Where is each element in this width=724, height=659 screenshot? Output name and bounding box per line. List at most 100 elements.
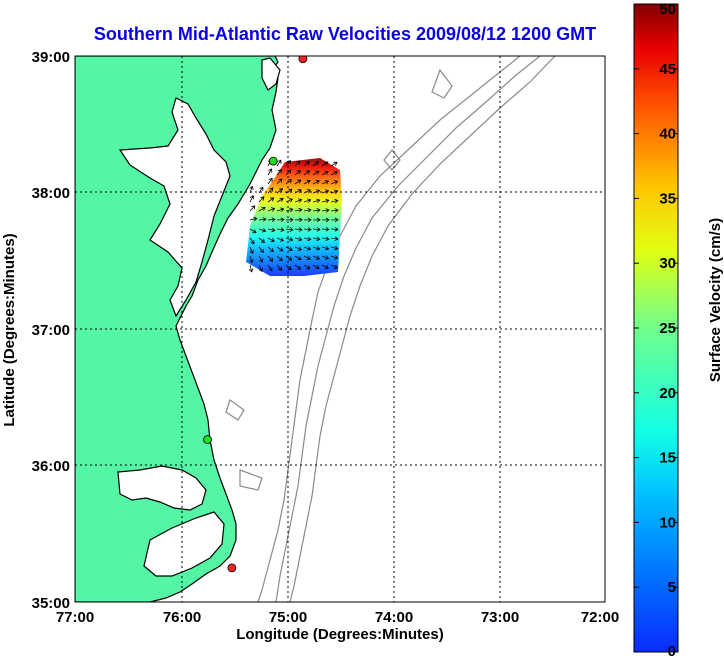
albemarle-sound [117,465,207,511]
velocity-arrow [321,171,329,176]
velocity-arrow-head [271,227,276,233]
velocity-arrow [294,209,302,212]
velocity-arrow-head [277,159,282,164]
velocity-arrow-head [334,198,339,204]
colorbar-tick-label: 40 [659,126,676,143]
x-tick-label: 74:00 [375,609,413,626]
velocity-arrow-head [315,189,321,194]
velocity-arrow-head [324,255,330,260]
delaware-bay [261,57,281,91]
velocity-arrow-head [333,180,339,185]
velocity-arrow-head [288,198,294,203]
colorbar-tick-label: 5 [668,579,676,596]
velocity-arrow [330,200,338,203]
velocity-arrow [330,190,338,194]
velocity-arrow [312,246,320,250]
velocity-arrow [276,178,283,185]
velocity-arrow [258,228,266,232]
velocity-arrow-head [306,170,311,175]
colorbar-tick-label: 30 [659,255,676,272]
velocity-arrow-head [287,179,292,184]
velocity-arrow [303,170,310,176]
velocity-arrow-head [259,248,264,254]
colorbar-ticks: 0 5 10 15 20 25 30 35 40 45 50 [634,1,678,659]
velocity-arrow-head [325,208,330,213]
velocity-arrow-head [260,238,266,243]
velocity-arrow-head [334,236,339,242]
velocity-arrow-head [306,255,311,261]
velocity-arrow [294,255,302,260]
velocity-arrow-head [316,227,321,232]
velocity-arrow [258,186,264,194]
velocity-arrow-head [298,207,303,213]
velocity-arrow [303,264,311,270]
velocity-arrow [294,264,301,270]
velocity-arrow-head [296,160,301,165]
velocity-arrow-head [278,257,283,262]
velocity-arrow [285,255,292,261]
velocity-arrow-head [296,169,301,175]
bathymetry-contours [225,56,556,602]
velocity-arrow-head [289,207,294,213]
radar-site-marker [203,435,212,444]
velocity-arrow-head [248,268,254,273]
velocity-arrow-head [261,206,266,211]
velocity-arrow [267,246,274,252]
y-tick-label: 39:00 [32,49,70,66]
velocity-arrow [267,264,273,272]
velocity-arrow [249,237,255,244]
velocity-arrow-head [306,246,312,251]
velocity-arrow [312,180,320,185]
velocity-arrow-head [249,259,254,264]
velocity-arrow [267,178,273,185]
velocity-arrow [285,246,293,251]
velocity-arrow-head [249,195,255,200]
velocity-arrow-head [279,247,284,252]
velocity-arrow [285,160,291,167]
velocity-arrows [248,159,339,273]
velocity-arrow [267,228,275,231]
velocity-arrow-head [280,217,285,223]
velocity-arrow-head [324,180,329,185]
velocity-arrow-head [268,168,273,173]
colorbar-tick-label: 10 [659,514,676,531]
velocity-arrow [330,246,338,250]
colorbar-tick-label: 15 [659,450,676,467]
velocity-arrow [276,159,282,167]
velocity-arrow-head [270,197,275,202]
velocity-arrow [285,228,293,231]
colorbar-label: Surface Velocity (cm/s) [707,218,724,382]
velocity-arrow-head [287,266,292,271]
velocity-arrow [276,188,283,194]
velocity-arrow-head [334,245,339,251]
velocity-arrow-head [252,229,257,234]
x-axis-label: Longitude (Degrees:Minutes) [236,626,444,643]
velocity-arrow [294,170,301,176]
velocity-arrow [294,199,302,203]
velocity-arrow-head [298,217,303,223]
velocity-arrow [258,264,263,272]
velocity-arrow [294,160,301,167]
colorbar-tick-label: 25 [659,320,676,337]
velocity-arrow [303,209,311,212]
velocity-arrow-head [278,266,283,271]
velocity-arrow-head [270,237,275,243]
velocity-arrow-head [269,247,274,253]
velocity-arrow [249,205,256,212]
velocity-arrow-head [278,188,284,193]
velocity-arrow-head [262,228,267,233]
velocity-arrow [258,207,266,212]
velocity-arrow-head [268,267,273,272]
y-tick-label: 37:00 [32,322,70,339]
velocity-arrow [321,246,329,250]
velocity-arrow-head [297,179,302,184]
velocity-arrow-head [249,185,254,191]
velocity-arrow [276,255,283,261]
velocity-arrow-head [307,217,312,223]
velocity-arrow-head [297,246,303,251]
velocity-arrow-head [268,177,273,183]
velocity-arrow-head [306,265,311,270]
velocity-arrow-head [334,217,339,223]
velocity-arrow-head [324,264,329,270]
